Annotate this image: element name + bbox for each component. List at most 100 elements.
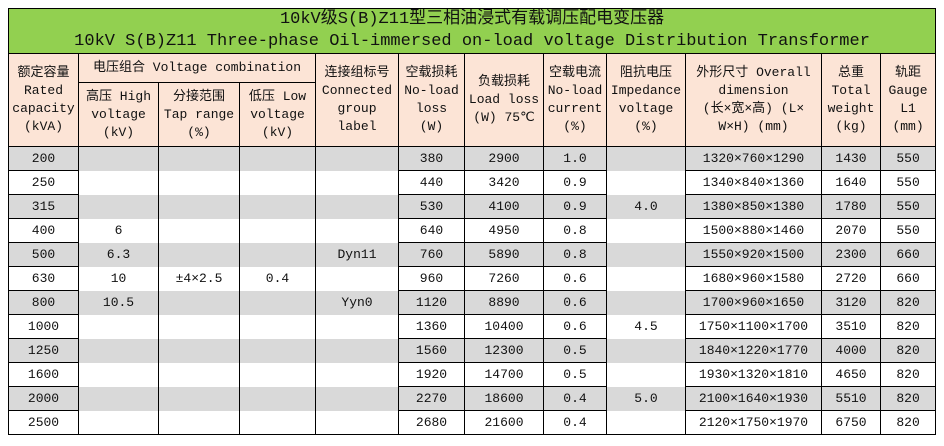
cell-high-voltage: 10 (78, 266, 159, 291)
cell-load-loss: 8890 (464, 290, 544, 315)
cell-capacity: 800 (8, 290, 79, 315)
cell-group: Dyn11 (315, 242, 399, 267)
table-row: 250 440 3420 0.9 1340×840×1360 1640 550 (8, 170, 937, 195)
cell-weight: 1780 (821, 194, 881, 219)
cell-capacity: 1600 (8, 362, 79, 387)
cell-tap-range (158, 146, 240, 171)
cell-weight: 2720 (821, 266, 881, 291)
cell-load-loss: 4100 (464, 194, 544, 219)
cell-group (315, 386, 399, 411)
cell-noload-loss: 2270 (398, 386, 465, 411)
cell-noload-current: 0.8 (543, 218, 607, 243)
cell-group (315, 194, 399, 219)
cell-gauge: 820 (879, 314, 937, 339)
cell-high-voltage (78, 146, 159, 171)
header-dimension: 外形尺寸 Overall dimension (长×宽×高) (L× W×H) (mm… (685, 53, 822, 147)
cell-low-voltage (239, 362, 316, 387)
cell-low-voltage (239, 290, 316, 315)
table-row: 200 380 2900 1.0 1320×760×1290 1430 550 (8, 146, 937, 171)
cell-load-loss: 3420 (464, 170, 544, 195)
header-impedance: 阻抗电压 Impedance voltage (%) (606, 53, 686, 147)
cell-load-loss: 2900 (464, 146, 544, 171)
cell-capacity: 2500 (8, 410, 79, 435)
cell-noload-current: 0.9 (543, 170, 607, 195)
cell-weight: 3510 (821, 314, 881, 339)
cell-tap-range (158, 242, 240, 267)
header-load-loss: 负载损耗 Load loss (W) 75℃ (464, 53, 544, 147)
cell-noload-current: 0.6 (543, 314, 607, 339)
cell-tap-range: ±4×2.5 (158, 266, 240, 291)
cell-group (315, 218, 399, 243)
cell-tap-range (158, 314, 240, 339)
table-row: 2500 2680 21600 0.4 2120×1750×1970 6750 820 (8, 410, 937, 435)
cell-low-voltage (239, 338, 316, 363)
cell-impedance (606, 362, 686, 387)
cell-tap-range (158, 290, 240, 315)
cell-noload-current: 1.0 (543, 146, 607, 171)
cell-weight: 4650 (821, 362, 881, 387)
cell-dimension: 1500×880×1460 (685, 218, 822, 243)
table-row: 1600 1920 14700 0.5 1930×1320×1810 4650 820 (8, 362, 937, 387)
cell-gauge: 820 (879, 362, 937, 387)
cell-noload-loss: 1560 (398, 338, 465, 363)
cell-gauge: 550 (879, 194, 937, 219)
cell-dimension: 1840×1220×1770 (685, 338, 822, 363)
cell-group (315, 170, 399, 195)
cell-dimension: 1380×850×1380 (685, 194, 822, 219)
cell-noload-current: 0.9 (543, 194, 607, 219)
cell-impedance: 5.0 (606, 386, 686, 411)
cell-tap-range (158, 218, 240, 243)
cell-capacity: 500 (8, 242, 79, 267)
cell-tap-range (158, 338, 240, 363)
cell-noload-current: 0.8 (543, 242, 607, 267)
cell-noload-loss: 440 (398, 170, 465, 195)
table-row: 500 6.3 Dyn11 760 5890 0.8 1550×920×1500 2300 66… (8, 242, 937, 267)
cell-low-voltage (239, 170, 316, 195)
cell-tap-range (158, 194, 240, 219)
cell-weight: 1430 (821, 146, 881, 171)
cell-weight: 1640 (821, 170, 881, 195)
cell-low-voltage (239, 146, 316, 171)
cell-weight: 4000 (821, 338, 881, 363)
cell-dimension: 2100×1640×1930 (685, 386, 822, 411)
cell-high-voltage: 10.5 (78, 290, 159, 315)
cell-noload-loss: 530 (398, 194, 465, 219)
title-en: 10kV S(B)Z11 Three-phase Oil-immersed on… (7, 31, 937, 54)
cell-low-voltage: 0.4 (239, 266, 316, 291)
cell-impedance (606, 146, 686, 171)
cell-dimension: 1550×920×1500 (685, 242, 822, 267)
cell-dimension: 1700×960×1650 (685, 290, 822, 315)
table-row: 1000 1360 10400 0.6 4.5 1750×1100×1700 3510 820 (8, 314, 937, 339)
cell-impedance (606, 242, 686, 267)
cell-impedance (606, 410, 686, 435)
cell-gauge: 820 (879, 410, 937, 435)
cell-high-voltage: 6 (78, 218, 159, 243)
cell-noload-loss: 960 (398, 266, 465, 291)
cell-capacity: 630 (8, 266, 79, 291)
header-noload-loss: 空载损耗 No-load loss (W) (398, 53, 465, 147)
cell-gauge: 550 (879, 146, 937, 171)
cell-high-voltage: 6.3 (78, 242, 159, 267)
cell-tap-range (158, 386, 240, 411)
cell-noload-loss: 760 (398, 242, 465, 267)
cell-capacity: 400 (8, 218, 79, 243)
header-low-voltage: 低压 Low voltage (kV) (239, 82, 316, 147)
cell-group (315, 338, 399, 363)
cell-dimension: 1340×840×1360 (685, 170, 822, 195)
header-noload-current: 空载电流 No-load current (%) (543, 53, 607, 147)
cell-gauge: 820 (879, 386, 937, 411)
cell-load-loss: 4950 (464, 218, 544, 243)
cell-group (315, 314, 399, 339)
cell-tap-range (158, 362, 240, 387)
cell-noload-loss: 380 (398, 146, 465, 171)
cell-noload-current: 0.4 (543, 386, 607, 411)
cell-dimension: 1930×1320×1810 (685, 362, 822, 387)
header-capacity: 额定容量 Rated capacity (kVA) (8, 53, 79, 147)
cell-noload-current: 0.5 (543, 362, 607, 387)
header-gauge: 轨距 Gauge L1 (mm) (879, 53, 937, 147)
header-high-voltage: 高压 High voltage (kV) (78, 82, 159, 147)
header-weight: 总重 Total weight (kg) (821, 53, 881, 147)
cell-noload-loss: 2680 (398, 410, 465, 435)
table-row: 315 530 4100 0.9 4.0 1380×850×1380 1780 550 (8, 194, 937, 219)
cell-weight: 6750 (821, 410, 881, 435)
